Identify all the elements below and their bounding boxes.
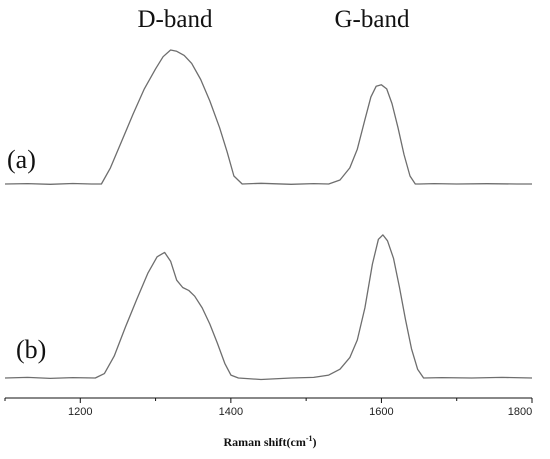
d-band-annotation: D-band — [138, 6, 213, 33]
x-tick-label-1800: 1800 — [508, 406, 532, 418]
x-ticks-group: 1200 1400 1600 1800 — [4, 398, 533, 418]
traces-group — [4, 49, 533, 381]
trace-a-line — [4, 49, 532, 185]
x-tick-label-1400: 1400 — [219, 406, 243, 418]
x-tick-label-1600: 1600 — [369, 406, 393, 418]
trace-a-label: (a) — [7, 145, 36, 174]
trace-b-label: (b) — [16, 335, 46, 364]
trace-b-line — [4, 234, 533, 381]
x-tick-label-1200: 1200 — [68, 406, 92, 418]
g-band-annotation: G-band — [335, 6, 410, 33]
x-axis-title: Raman shift(cm-1) — [224, 434, 317, 449]
